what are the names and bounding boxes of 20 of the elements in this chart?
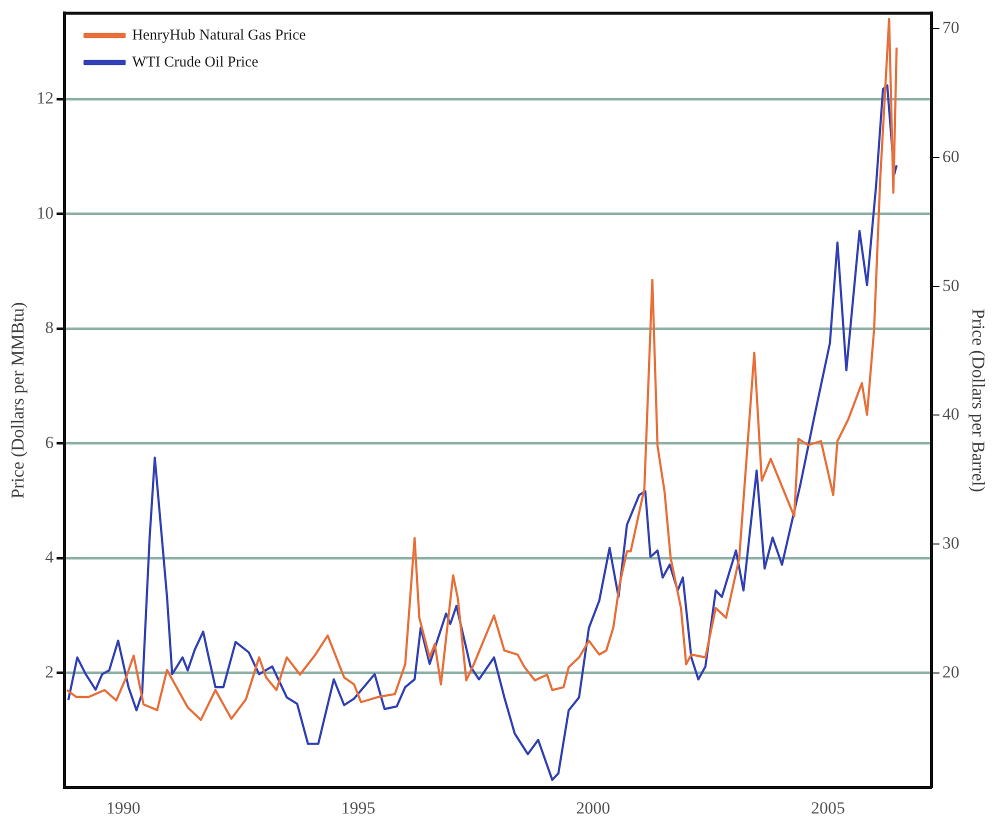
legend-label: HenryHub Natural Gas Price [132, 27, 306, 44]
y2-tick-label: 30 [942, 534, 960, 553]
x-tick-label: 1995 [341, 798, 376, 818]
x-tick-label: 1990 [106, 798, 140, 818]
y2-tick-label: 40 [942, 404, 960, 424]
y-tick-label: 8 [45, 318, 54, 338]
y-tick-label: 2 [45, 662, 54, 682]
y2-tick-label: 50 [942, 276, 960, 295]
y-axis-title: Price (Dollars per MMBtu) [8, 302, 28, 499]
y-tick-label: 10 [36, 203, 54, 222]
x-tick-label: 2000 [576, 798, 610, 818]
y-tick-label: 6 [45, 432, 54, 452]
y2-tick-label: 60 [942, 146, 960, 166]
y2-tick-label: 70 [942, 18, 960, 38]
y-tick-label: 4 [45, 548, 54, 567]
legend-label: WTI Crude Oil Price [132, 54, 259, 70]
y2-tick-label: 20 [942, 662, 960, 682]
x-tick-label: 2005 [811, 798, 846, 818]
y-tick-label: 12 [36, 88, 54, 108]
y2-axis-title: Price (Dollars per Barrel) [968, 308, 988, 492]
